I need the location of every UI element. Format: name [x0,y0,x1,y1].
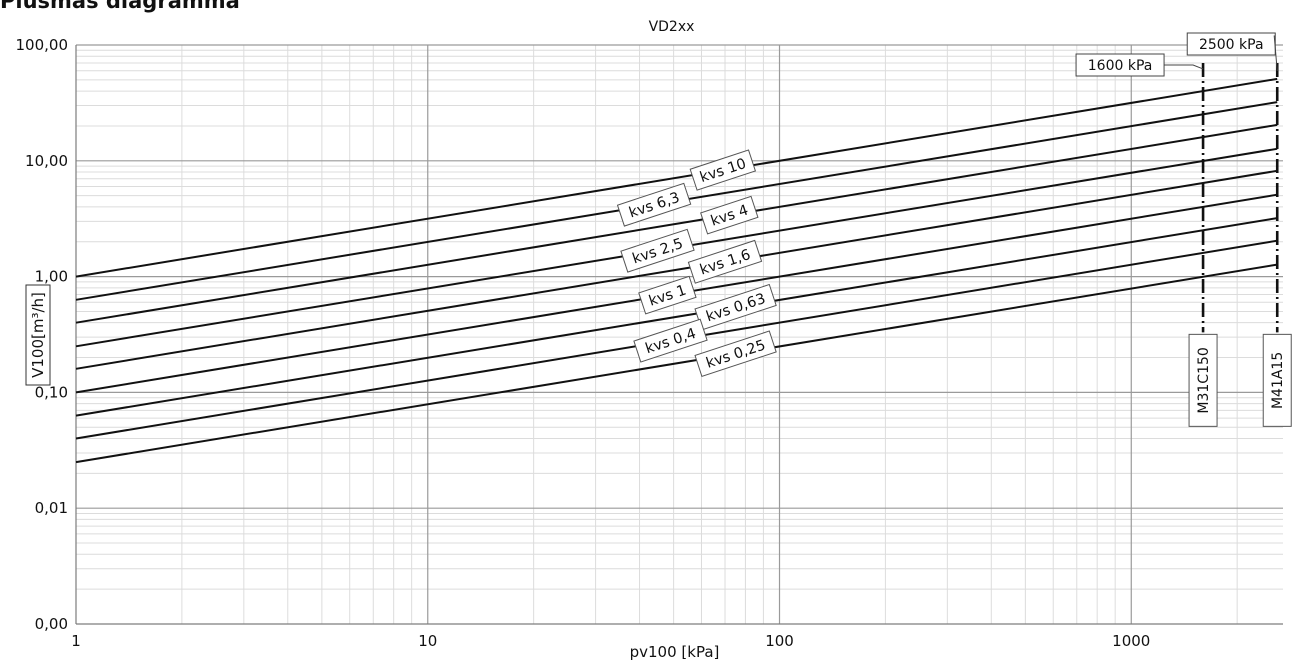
x-tick-label: 1000 [1112,632,1150,650]
series-label-box [689,149,757,191]
series-label-box [687,239,763,284]
y-axis-title-box: V100[m³/h] [25,284,51,386]
grid-layer [75,44,1283,625]
page-heading: Plūsmas diagramma [0,0,240,13]
x-tick-label: 100 [765,632,794,650]
actuator-name-box [1188,333,1218,427]
pressure-leader [1273,35,1278,71]
series-label: kvs 0,4 [633,318,708,363]
y-axis-title: V100[m³/h] [29,292,47,378]
series-line [75,123,1278,324]
series-label-box [620,228,695,273]
y-tick-label: 0,10 [35,383,68,401]
y-tick-label: 0,00 [35,615,68,633]
actuator-name-box [1262,333,1292,427]
series-label-box [616,182,692,227]
y-tick-label: 10,00 [25,152,68,170]
series-line [75,77,1278,278]
pressure-leader [1164,64,1204,70]
y-tick-label: 100,00 [16,36,69,54]
series-line [75,217,1278,417]
chart-title: VD2xx [649,19,695,35]
x-axis-title: pv100 [kPa] [630,643,720,661]
tick-labels: 1 10 100 1000 0,00 0,01 0,10 1,00 10,00 100,00 [16,36,1151,650]
pressure-annotation: 2500 kPa [1199,37,1264,53]
actuator-name: M31C150 [1196,347,1212,413]
y-tick-label: 0,01 [35,499,68,517]
actuator-name: M41A15 [1270,352,1286,409]
series-label-box [694,330,777,378]
series-line [75,169,1278,370]
x-tick-label: 10 [418,632,437,650]
actuator-limits: M31C150 1600 kPa M41A15 2500 kPa [1075,32,1292,427]
pressure-annotation: 1600 kPa [1088,58,1153,74]
series-label: kvs 2,5 [620,228,695,273]
series-label-box [633,318,708,363]
series-label: kvs 0,25 [694,330,777,378]
series-label: kvs 4 [700,195,759,235]
series-line [75,263,1278,464]
series-label: kvs 6,3 [616,182,692,227]
series-label-box [700,195,759,235]
y-tick-label: 1,00 [35,268,68,286]
x-tick-label: 1 [71,632,81,650]
series-label-box [638,275,697,315]
